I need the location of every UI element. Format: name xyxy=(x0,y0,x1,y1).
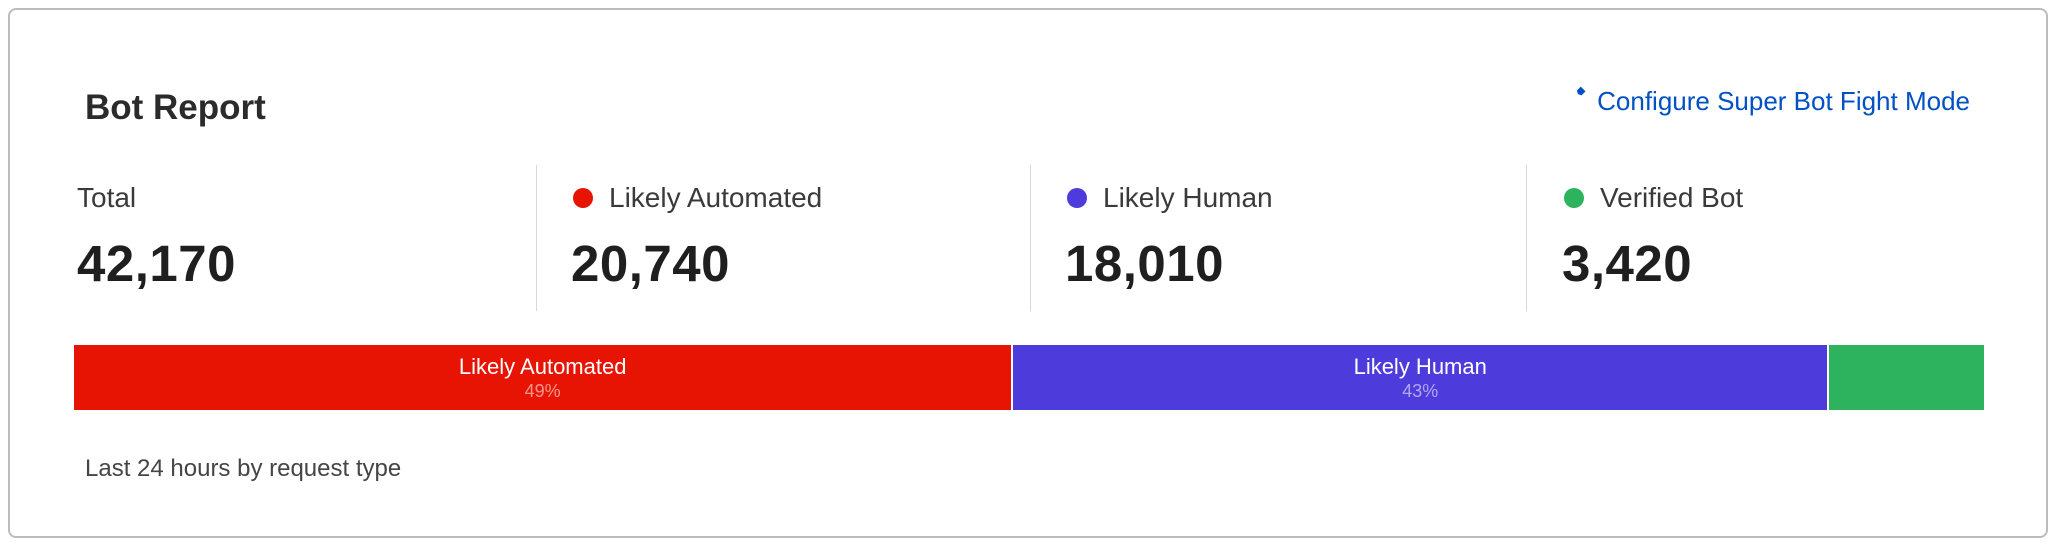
stat-value: 18,010 xyxy=(1065,235,1224,292)
stat-verified-bot: Verified Bot 3,420 xyxy=(1562,180,1743,293)
bar-segment-label: Likely Human xyxy=(1353,353,1487,379)
wrench-icon xyxy=(1559,84,1587,119)
configure-super-bot-fight-mode-link[interactable]: Configure Super Bot Fight Mode xyxy=(1559,84,1970,119)
bar-segment[interactable]: Likely Automated 49% xyxy=(74,345,1014,410)
stat-label: Likely Automated xyxy=(609,182,823,213)
bot-report-card: Bot Report Configure Super Bot Fight Mod… xyxy=(8,8,2048,538)
divider xyxy=(536,165,537,311)
stat-likely-automated: Likely Automated 20,740 xyxy=(571,180,822,293)
divider xyxy=(1526,165,1527,311)
stat-label: Verified Bot xyxy=(1600,182,1744,213)
bar-segment-percent: 49% xyxy=(524,380,561,401)
footer-caption: Last 24 hours by request type xyxy=(85,455,402,482)
stat-value: 20,740 xyxy=(571,235,730,292)
stat-label: Total xyxy=(77,182,137,213)
stat-value: 3,420 xyxy=(1562,235,1693,292)
bar-segment-percent: 43% xyxy=(1402,380,1439,401)
configure-link-label: Configure Super Bot Fight Mode xyxy=(1597,86,1970,116)
request-type-bar: Likely Automated 49% Likely Human 43% xyxy=(74,345,1984,410)
blue-dot-icon xyxy=(1067,188,1087,208)
bar-segment[interactable]: Likely Human 43% xyxy=(1013,345,1830,410)
stat-total: Total 42,170 xyxy=(77,180,236,293)
card-title: Bot Report xyxy=(85,88,266,127)
red-dot-icon xyxy=(573,188,593,208)
stat-likely-human: Likely Human 18,010 xyxy=(1065,180,1273,293)
stat-value: 42,170 xyxy=(77,235,236,292)
bar-segment[interactable] xyxy=(1829,345,1984,410)
bar-segment-label: Likely Automated xyxy=(458,353,627,379)
green-dot-icon xyxy=(1564,188,1584,208)
divider xyxy=(1030,165,1031,311)
stat-label: Likely Human xyxy=(1103,182,1273,213)
